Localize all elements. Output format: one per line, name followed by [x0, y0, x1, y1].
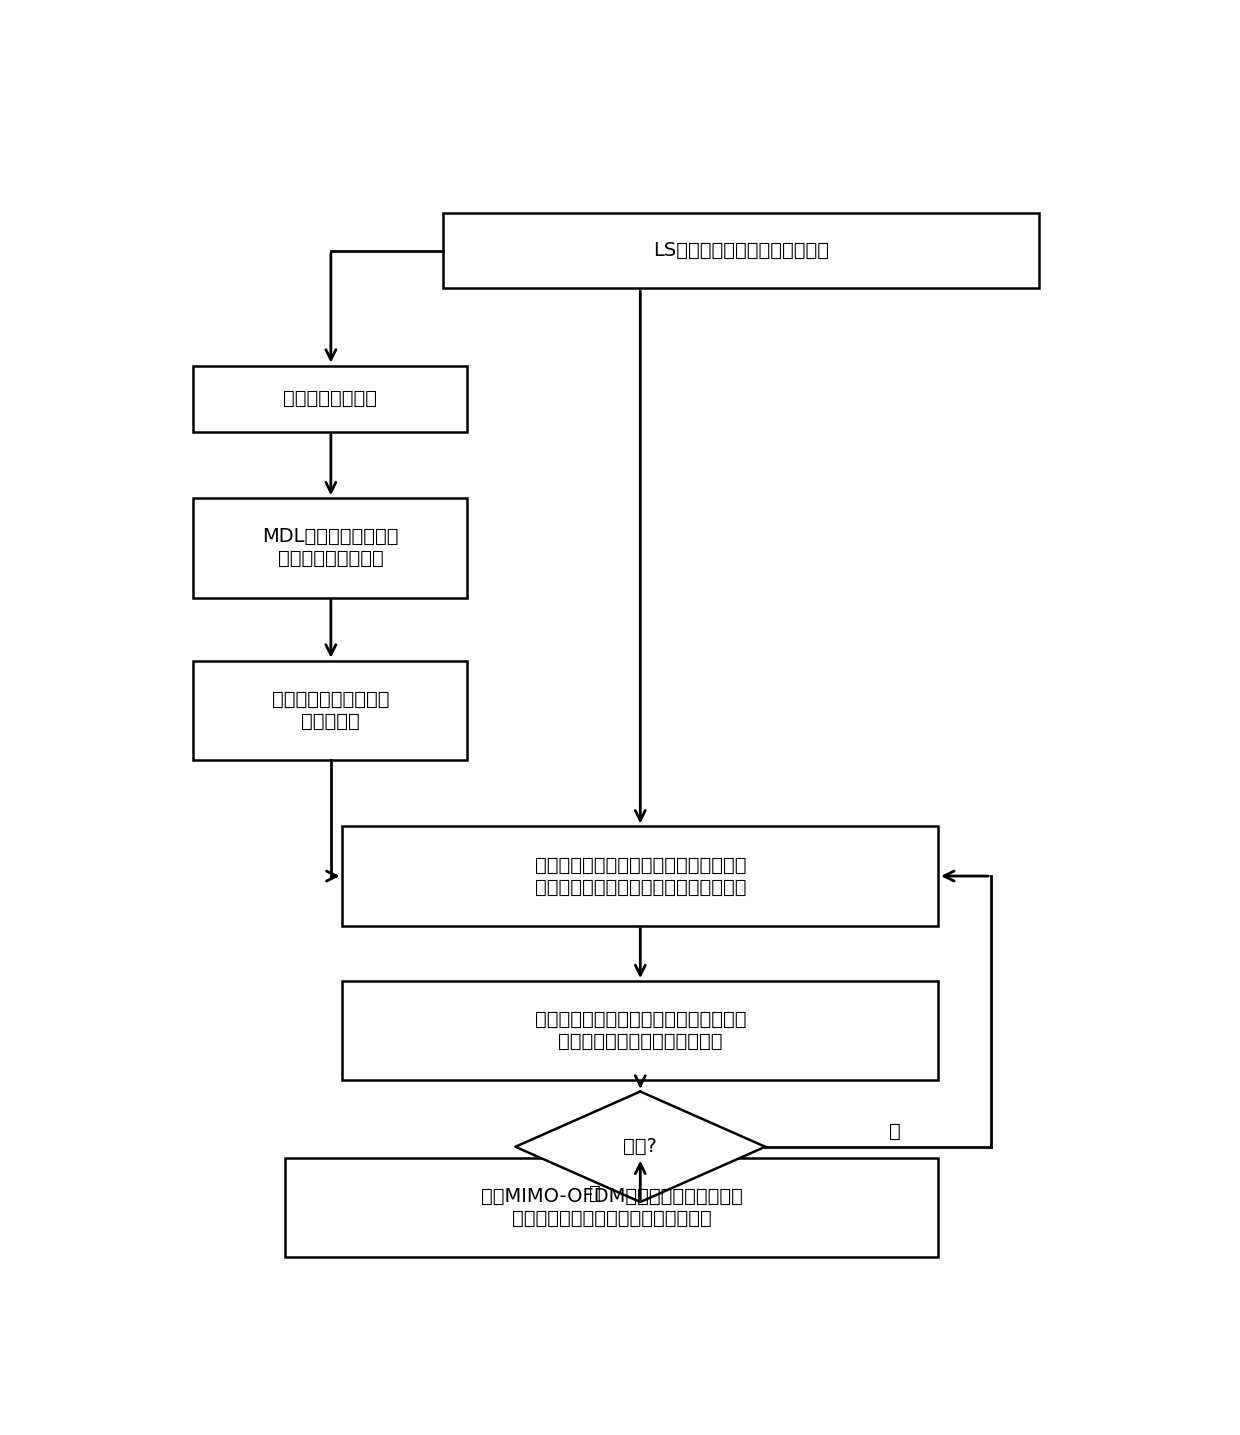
Text: 否: 否	[889, 1122, 900, 1141]
FancyBboxPatch shape	[342, 827, 939, 926]
Polygon shape	[516, 1092, 765, 1203]
Text: 计算对数似然函数: 计算对数似然函数	[284, 389, 377, 408]
FancyBboxPatch shape	[285, 1158, 939, 1257]
Text: LS准则，获得信道矩阵初始估计: LS准则，获得信道矩阵初始估计	[653, 241, 830, 260]
Text: MDL算法估计低阶矩阵
阶数和时域平滑阶数: MDL算法估计低阶矩阵 阶数和时域平滑阶数	[262, 528, 398, 568]
FancyBboxPatch shape	[342, 982, 939, 1081]
FancyBboxPatch shape	[193, 366, 467, 432]
Text: 收敛?: 收敛?	[624, 1138, 657, 1157]
Text: 最大化信道矩阵关于接收数据的后验概率
密度函数，获得信道矩阵的估计: 最大化信道矩阵关于接收数据的后验概率 密度函数，获得信道矩阵的估计	[534, 1010, 746, 1052]
Text: 是: 是	[589, 1184, 601, 1203]
FancyBboxPatch shape	[193, 498, 467, 597]
FancyBboxPatch shape	[193, 660, 467, 761]
Text: 完成MIMO-OFDM系统每个子载波上的干
扰协方差矩阵和信道矩阵的估计，结束: 完成MIMO-OFDM系统每个子载波上的干 扰协方差矩阵和信道矩阵的估计，结束	[481, 1187, 743, 1228]
Text: 干扰协方差矩阵用低维
度矩阵表示: 干扰协方差矩阵用低维 度矩阵表示	[272, 690, 389, 730]
FancyBboxPatch shape	[444, 212, 1039, 288]
Text: 最大化低维度矩阵关于接收数据的后验概
率密度函数，获得干扰协方差矩阵的估计: 最大化低维度矩阵关于接收数据的后验概 率密度函数，获得干扰协方差矩阵的估计	[534, 855, 746, 897]
